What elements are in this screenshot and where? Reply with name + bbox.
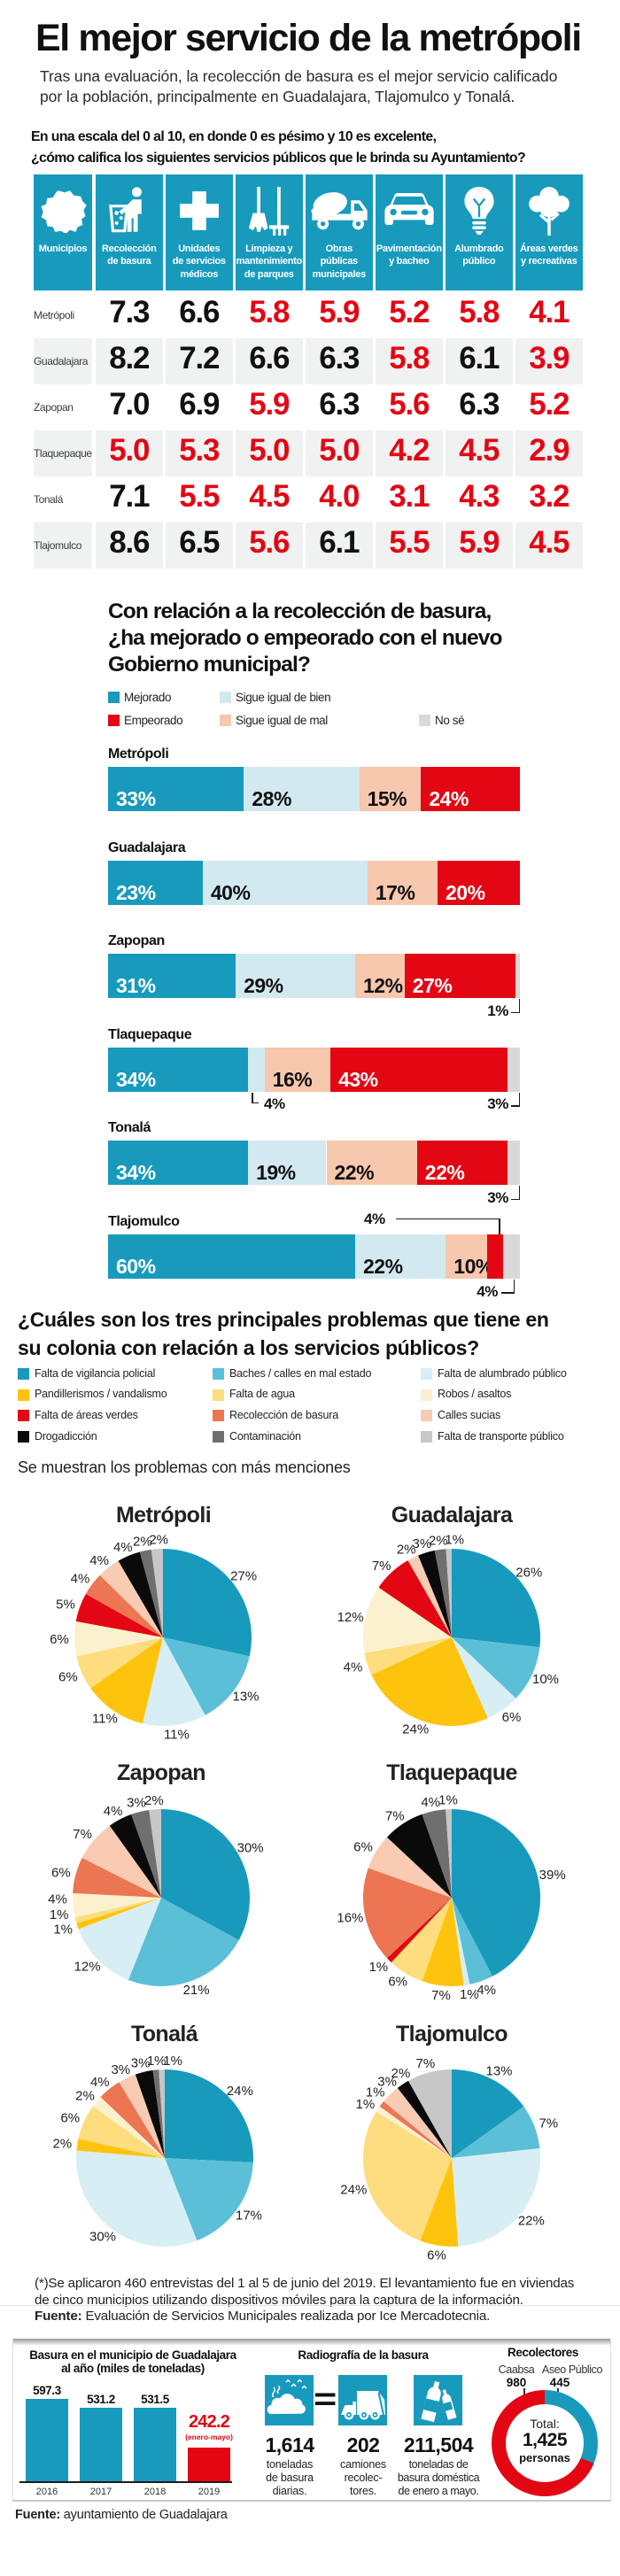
- svg-text:6%: 6%: [353, 1840, 373, 1855]
- svg-text:3%: 3%: [111, 2062, 130, 2077]
- svg-text:26%: 26%: [515, 1565, 542, 1580]
- svg-text:7%: 7%: [385, 1809, 405, 1824]
- svg-text:7%: 7%: [416, 2056, 436, 2071]
- svg-text:21%: 21%: [183, 1983, 210, 1998]
- svg-text:13%: 13%: [485, 2064, 512, 2079]
- svg-text:4%: 4%: [104, 1804, 123, 1819]
- svg-text:7%: 7%: [73, 1827, 92, 1842]
- svg-text:4%: 4%: [344, 1660, 363, 1675]
- svg-text:1%: 1%: [356, 2097, 376, 2112]
- svg-text:4%: 4%: [113, 1540, 133, 1555]
- svg-text:2%: 2%: [133, 1535, 152, 1550]
- svg-text:4%: 4%: [48, 1892, 67, 1907]
- svg-text:3%: 3%: [127, 1796, 146, 1811]
- svg-text:16%: 16%: [337, 1911, 363, 1926]
- svg-text:2%: 2%: [397, 1543, 416, 1558]
- svg-text:5%: 5%: [56, 1597, 75, 1612]
- svg-text:17%: 17%: [236, 2209, 262, 2224]
- svg-text:11%: 11%: [164, 1728, 190, 1743]
- svg-text:24%: 24%: [340, 2183, 367, 2198]
- svg-text:13%: 13%: [232, 1689, 259, 1704]
- svg-text:6%: 6%: [58, 1669, 78, 1684]
- svg-text:4%: 4%: [477, 1983, 496, 1998]
- svg-text:11%: 11%: [92, 1712, 118, 1727]
- svg-text:7%: 7%: [539, 2116, 558, 2131]
- svg-text:1%: 1%: [53, 1922, 73, 1938]
- svg-text:2%: 2%: [75, 2088, 95, 2103]
- svg-text:39%: 39%: [539, 1868, 566, 1883]
- svg-text:2%: 2%: [149, 1533, 168, 1548]
- svg-text:1%: 1%: [147, 2054, 167, 2069]
- svg-text:1%: 1%: [50, 1907, 69, 1922]
- svg-text:4%: 4%: [90, 2075, 110, 2090]
- svg-text:4%: 4%: [421, 1795, 440, 1810]
- svg-text:2%: 2%: [144, 1793, 164, 1808]
- svg-text:3%: 3%: [131, 2056, 151, 2071]
- svg-text:2%: 2%: [429, 1533, 448, 1548]
- svg-text:6%: 6%: [388, 1974, 407, 1989]
- svg-text:7%: 7%: [372, 1559, 391, 1574]
- svg-text:4%: 4%: [71, 1572, 90, 1587]
- svg-text:24%: 24%: [227, 2084, 253, 2099]
- svg-text:1%: 1%: [368, 1960, 388, 1975]
- svg-text:3%: 3%: [377, 2075, 397, 2090]
- svg-text:6%: 6%: [427, 2247, 446, 2263]
- svg-text:7%: 7%: [431, 1988, 451, 2003]
- svg-text:12%: 12%: [337, 1610, 364, 1625]
- svg-text:27%: 27%: [230, 1569, 257, 1584]
- svg-text:2%: 2%: [52, 2136, 72, 2151]
- svg-text:6%: 6%: [502, 1710, 522, 1725]
- svg-text:1%: 1%: [438, 1793, 458, 1808]
- svg-text:10%: 10%: [532, 1672, 559, 1687]
- svg-text:30%: 30%: [237, 1841, 264, 1856]
- svg-text:6%: 6%: [60, 2111, 80, 2126]
- svg-text:22%: 22%: [518, 2214, 545, 2229]
- svg-text:6%: 6%: [51, 1866, 71, 1881]
- svg-text:1%: 1%: [460, 1987, 479, 2002]
- svg-text:1%: 1%: [163, 2054, 182, 2069]
- svg-text:1%: 1%: [445, 1533, 464, 1548]
- svg-text:12%: 12%: [74, 1960, 101, 1975]
- svg-text:1%: 1%: [366, 2085, 385, 2100]
- svg-text:24%: 24%: [402, 1722, 429, 1737]
- svg-text:30%: 30%: [89, 2230, 116, 2245]
- svg-text:2%: 2%: [391, 2066, 411, 2081]
- svg-text:3%: 3%: [413, 1536, 432, 1551]
- svg-text:6%: 6%: [50, 1632, 69, 1647]
- svg-text:4%: 4%: [89, 1553, 109, 1568]
